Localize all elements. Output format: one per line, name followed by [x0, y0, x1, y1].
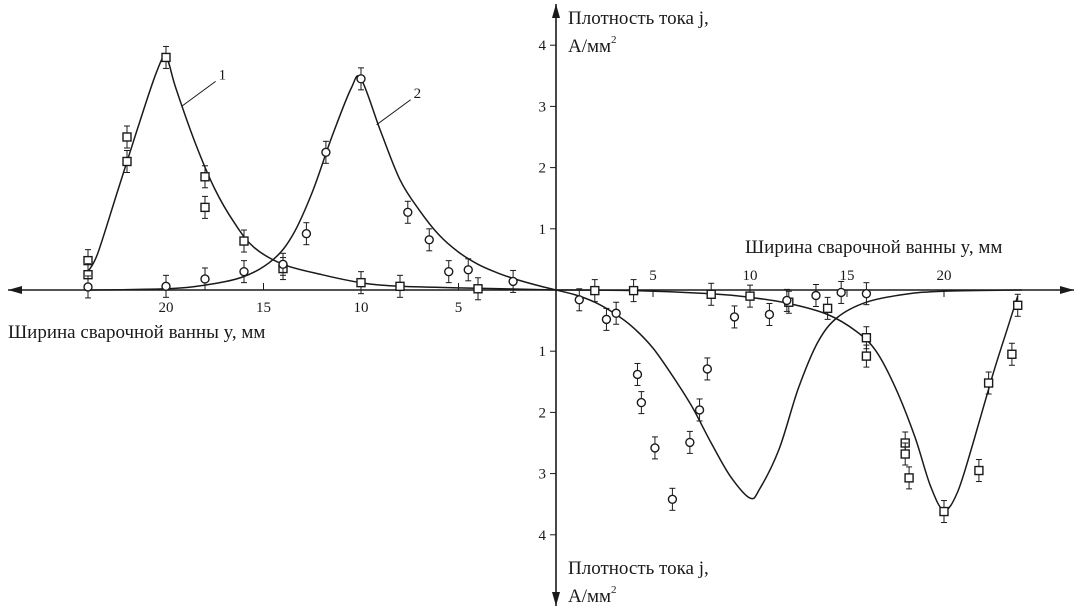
point-2-lower-1 — [601, 314, 612, 325]
point-2-lower-0 — [574, 295, 584, 305]
y-axis-bottom-label-sup: 2 — [611, 584, 617, 596]
y-axis-top-label-line1: Плотность тока j, — [568, 8, 709, 29]
labels: Плотность тока j, А/мм2 Ширина сварочной… — [8, 8, 1002, 607]
y-tick-label-bottom-1: 1 — [539, 344, 547, 360]
point-2-upper-6 — [321, 147, 331, 158]
y-axis-top-label-sup: 2 — [611, 34, 617, 46]
y-axis-bottom-label-line1: Плотность тока j, — [568, 558, 709, 579]
point-1-lower-15 — [1013, 300, 1023, 310]
point-2-lower-15 — [861, 288, 872, 299]
point-1-upper-10 — [473, 284, 483, 294]
point-2-lower-6 — [667, 494, 678, 505]
point-2-upper-5 — [301, 228, 312, 239]
point-1-lower-1 — [628, 285, 639, 296]
curve-label-leader-2 — [376, 99, 411, 126]
point-1-upper-3 — [122, 156, 132, 167]
point-2-lower-14 — [836, 287, 846, 298]
point-2-upper-1 — [161, 281, 171, 292]
point-1-upper-9 — [395, 281, 405, 292]
point-2-upper-12 — [508, 276, 518, 287]
y-tick-label-bottom-3: 3 — [539, 467, 547, 483]
y-tick-label-bottom-4: 4 — [539, 528, 547, 544]
point-2-upper-10 — [444, 266, 454, 277]
curve-label-1: 1 — [219, 67, 227, 83]
curve-1-lower — [555, 289, 1019, 512]
curve-label-2: 2 — [414, 86, 422, 102]
point-1-lower-12 — [974, 465, 984, 476]
point-2-lower-2 — [611, 308, 621, 318]
point-2-upper-0 — [83, 282, 93, 292]
y-axis-bottom-label-line2: А/мм2 — [568, 584, 617, 607]
point-2-lower-11 — [764, 309, 775, 320]
point-1-upper-11 — [161, 52, 171, 63]
point-2-lower-10 — [729, 312, 740, 322]
x-tick-label-right-15: 15 — [840, 268, 855, 284]
point-1-upper-8 — [356, 277, 366, 288]
point-2-upper-3 — [239, 266, 249, 277]
point-1-lower-14 — [1007, 349, 1017, 359]
point-1-lower-7 — [861, 351, 872, 361]
point-1-lower-0 — [590, 285, 600, 296]
data-points — [83, 45, 1023, 524]
y-axis-arrow-bottom — [552, 592, 560, 606]
x-tick-label-right-20: 20 — [937, 268, 952, 284]
x-tick-label-left-20: 20 — [159, 300, 174, 316]
point-2-upper-8 — [403, 207, 413, 217]
x-tick-label-right-5: 5 — [649, 268, 657, 284]
x-tick-label-left-10: 10 — [354, 300, 369, 316]
point-1-upper-5 — [200, 202, 210, 213]
x-tick-label-right-10: 10 — [743, 268, 758, 284]
x-axis-right-label: Ширина сварочной ванны y, мм — [745, 237, 1002, 258]
point-2-lower-12 — [782, 295, 792, 306]
curve-1-upper — [87, 56, 557, 291]
y-axis-top-label-line2: А/мм2 — [568, 34, 617, 57]
curve-label-leader-1 — [181, 80, 216, 107]
point-1-lower-2 — [706, 289, 716, 299]
point-2-lower-7 — [685, 437, 695, 448]
point-2-lower-8 — [694, 405, 705, 415]
y-tick-label-bottom-2: 2 — [539, 405, 547, 421]
point-2-upper-11 — [463, 265, 473, 275]
point-2-lower-3 — [632, 369, 643, 380]
x-axis-arrow-right — [1060, 286, 1074, 294]
y-tick-label-top-4: 4 — [539, 38, 547, 54]
point-2-lower-5 — [650, 443, 660, 453]
point-2-upper-7 — [356, 74, 366, 84]
point-1-lower-10 — [904, 473, 914, 483]
curve-2-lower — [555, 289, 1022, 500]
x-axis-arrow-left — [8, 286, 22, 294]
x-axis-left-label: Ширина сварочной ванны y, мм — [8, 322, 265, 343]
point-2-lower-13 — [811, 290, 821, 301]
x-tick-label-left-5: 5 — [455, 300, 463, 316]
point-2-upper-4 — [278, 259, 288, 269]
point-1-upper-2 — [122, 132, 132, 142]
point-1-lower-11 — [939, 506, 949, 517]
y-axis-arrow-top — [552, 4, 560, 18]
point-1-lower-6 — [861, 333, 872, 343]
point-2-lower-9 — [702, 364, 713, 374]
point-1-lower-5 — [822, 303, 833, 314]
y-tick-label-top-2: 2 — [539, 161, 547, 177]
y-tick-label-top-3: 3 — [539, 99, 547, 115]
point-2-upper-2 — [200, 274, 210, 284]
point-1-upper-4 — [200, 172, 210, 182]
y-tick-label-top-1: 1 — [539, 222, 547, 238]
point-1-upper-6 — [239, 236, 249, 246]
point-1-lower-9 — [900, 449, 910, 459]
curve-2-upper — [87, 75, 557, 291]
point-1-lower-3 — [745, 291, 755, 301]
point-2-lower-4 — [636, 397, 647, 408]
point-1-lower-13 — [983, 378, 994, 388]
point-2-upper-9 — [424, 235, 434, 245]
curves — [87, 56, 1022, 512]
ticks: 20 15 10 5 5 10 15 20 1 2 3 4 1 2 3 4 — [159, 38, 952, 544]
x-tick-label-left-15: 15 — [256, 300, 271, 316]
